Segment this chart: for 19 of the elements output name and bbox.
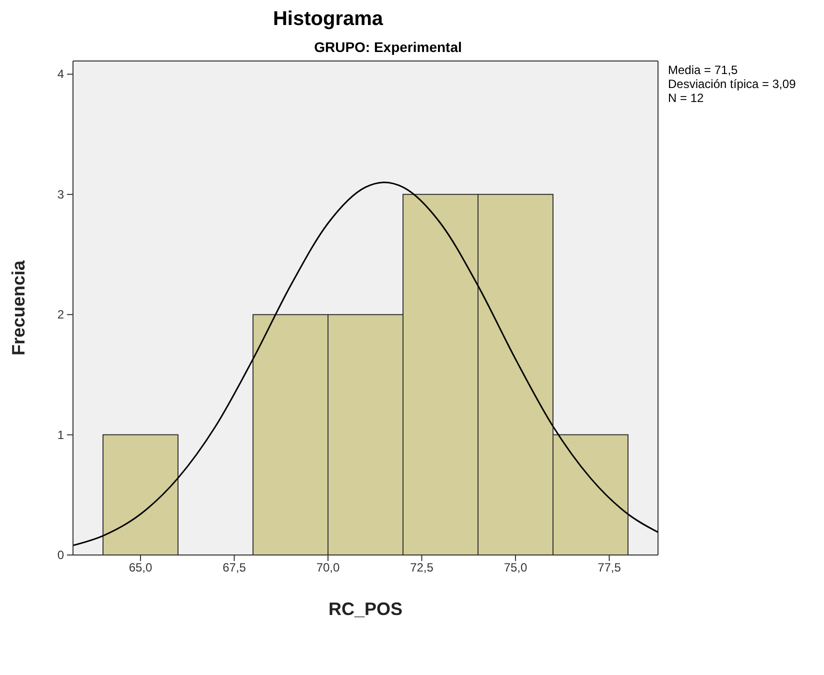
x-tick-label: 75,0 xyxy=(504,560,528,575)
y-tick-label: 2 xyxy=(57,308,64,322)
x-tick-label: 70,0 xyxy=(316,560,340,575)
text: N = 12 xyxy=(668,91,705,105)
text: Media = 71,5 xyxy=(668,63,739,77)
y-tick-label: 3 xyxy=(57,187,64,202)
chart-title: Histograma xyxy=(272,8,384,31)
x-tick-label: 65,0 xyxy=(128,560,152,575)
x-tick-label: 72,5 xyxy=(410,560,434,575)
x-tick-label: 67,5 xyxy=(222,560,246,575)
y-axis-title: Frecuencia xyxy=(8,259,28,356)
y-tick-label: 1 xyxy=(57,428,64,442)
text: Desviación típica = 3,09 xyxy=(668,77,796,91)
x-tick-label: 77,5 xyxy=(598,560,622,575)
y-tick-label: 0 xyxy=(57,548,64,562)
line-series xyxy=(73,182,658,546)
x-axis-title: RC_POS xyxy=(328,599,403,619)
chart-subtitle: GRUPO: Experimental xyxy=(313,39,463,55)
y-tick-label: 4 xyxy=(57,67,64,82)
